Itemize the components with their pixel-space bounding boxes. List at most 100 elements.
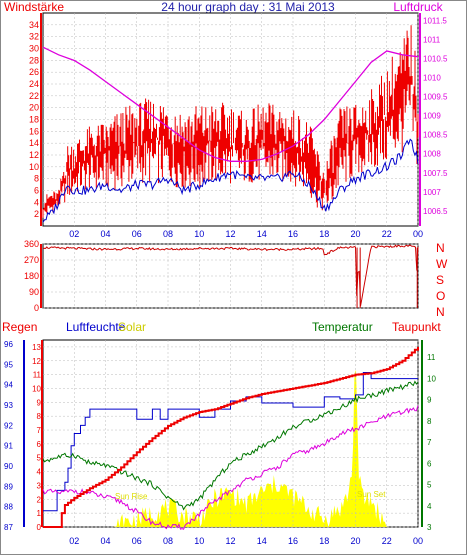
- temperature-tick-label: 8: [427, 417, 432, 426]
- pressure-tick-label: 1010: [423, 74, 441, 83]
- rain-tick-label: 7: [37, 426, 42, 435]
- time-tick-label: 10: [194, 229, 204, 239]
- direction-tick-label: 360: [24, 239, 39, 249]
- temperature-tick-label: 4: [427, 502, 432, 511]
- dewpoint-axis-label: Taupunkt: [392, 320, 441, 334]
- humidity-tick-label: 90: [4, 462, 13, 471]
- wind-tick-label: 30: [29, 44, 39, 54]
- time-tick-label: 02: [69, 536, 79, 546]
- pressure-tick-label: 1007: [423, 188, 441, 197]
- pressure-tick-label: 1008: [423, 150, 441, 159]
- wind-tick-label: 8: [34, 174, 39, 184]
- pressure-tick-label: 1009.5: [423, 93, 448, 102]
- temperature-tick-label: 7: [427, 438, 432, 447]
- wind-tick-label: 18: [29, 115, 39, 125]
- compass-letter: N: [436, 305, 445, 319]
- rain-tick-label: 12: [32, 357, 41, 366]
- wind-tick-label: 12: [29, 150, 39, 160]
- humidity-tick-label: 93: [4, 401, 13, 410]
- rain-tick-label: 10: [32, 384, 41, 393]
- direction-tick-label: 270: [24, 255, 39, 265]
- time-tick-label: 12: [225, 536, 235, 546]
- time-tick-label: 02: [69, 229, 79, 239]
- time-tick-label: 20: [350, 536, 360, 546]
- solar-axis-label: Solar: [118, 320, 146, 334]
- time-tick-label: 08: [163, 229, 173, 239]
- humidity-tick-label: 89: [4, 482, 13, 491]
- humidity-tick-label: 94: [4, 381, 13, 390]
- time-tick-label: 16: [288, 229, 298, 239]
- pressure-tick-label: 1011: [423, 36, 441, 45]
- rain-tick-label: 0: [37, 523, 42, 532]
- temperature-series: [42, 380, 419, 511]
- rain-tick-label: 1: [37, 509, 42, 518]
- pressure-axis-label: Luftdruck: [393, 0, 443, 14]
- time-tick-label: 16: [288, 536, 298, 546]
- rain-series: [43, 346, 419, 528]
- rain-axis-label: Regen: [2, 320, 37, 334]
- wind-tick-label: 34: [29, 20, 39, 30]
- compass-letter: N: [436, 241, 445, 255]
- humidity-tick-label: 87: [4, 523, 13, 532]
- time-tick-label: 20: [350, 229, 360, 239]
- dewpoint-series: [42, 405, 419, 530]
- time-tick-label: 00: [413, 536, 423, 546]
- wind-tick-label: 20: [29, 103, 39, 113]
- time-tick-label: 00: [413, 229, 423, 239]
- pressure-tick-label: 1009: [423, 112, 441, 121]
- rain-humidity-panel: 0123456789101112138788899091929394959634…: [4, 339, 436, 546]
- temperature-axis-label: Temperatur: [312, 320, 373, 334]
- direction-tick-label: 90: [29, 287, 39, 297]
- pressure-tick-label: 1011.5: [423, 17, 447, 26]
- time-tick-label: 06: [132, 229, 142, 239]
- wind-tick-label: 26: [29, 67, 39, 77]
- wind-tick-label: 24: [29, 79, 39, 89]
- time-tick-label: 14: [257, 229, 267, 239]
- rain-tick-label: 3: [37, 481, 42, 490]
- chart-title: 24 hour graph day : 31 Mai 2013: [161, 0, 335, 14]
- wind-gust-series: [42, 25, 419, 218]
- wind-tick-label: 10: [29, 162, 39, 172]
- temperature-tick-label: 9: [427, 396, 432, 405]
- compass-letter: S: [436, 273, 444, 287]
- sunset-label: Sun Set: [357, 490, 386, 499]
- direction-tick-label: 180: [24, 271, 39, 281]
- pressure-tick-label: 1007.5: [423, 169, 448, 178]
- wind-tick-label: 6: [34, 186, 39, 196]
- temperature-tick-label: 6: [427, 459, 432, 468]
- humidity-tick-label: 96: [4, 340, 13, 349]
- time-tick-label: 22: [382, 229, 392, 239]
- rain-tick-label: 13: [32, 343, 41, 352]
- rain-tick-label: 9: [37, 398, 42, 407]
- humidity-tick-label: 88: [4, 503, 13, 512]
- pressure-tick-label: 1008.5: [423, 131, 448, 140]
- wind-axis-label: Windstärke: [4, 0, 64, 14]
- compass-letter: W: [436, 257, 448, 271]
- temperature-tick-label: 11: [427, 353, 436, 362]
- time-tick-label: 12: [225, 229, 235, 239]
- wind-average-series: [42, 138, 419, 223]
- temperature-tick-label: 5: [427, 481, 432, 490]
- time-tick-label: 04: [100, 536, 110, 546]
- solar-series: [43, 370, 418, 527]
- time-tick-label: 08: [163, 536, 173, 546]
- rain-tick-label: 8: [37, 412, 42, 421]
- wind-tick-label: 16: [29, 126, 39, 136]
- wind-tick-label: 4: [34, 197, 39, 207]
- time-tick-label: 06: [132, 536, 142, 546]
- humidity-tick-label: 91: [4, 442, 13, 451]
- wind-tick-label: 22: [29, 91, 39, 101]
- time-tick-label: 22: [382, 536, 392, 546]
- humidity-axis-label: Luftfeuchte: [66, 320, 126, 334]
- wind-tick-label: 14: [29, 138, 39, 148]
- time-tick-label: 18: [319, 229, 329, 239]
- humidity-tick-label: 92: [4, 421, 13, 430]
- time-tick-label: 04: [100, 229, 110, 239]
- time-tick-label: 18: [319, 536, 329, 546]
- wind-direction-series: [42, 244, 419, 307]
- rain-tick-label: 6: [37, 440, 42, 449]
- time-tick-label: 10: [194, 536, 204, 546]
- sunrise-label: Sun Rise: [115, 492, 148, 501]
